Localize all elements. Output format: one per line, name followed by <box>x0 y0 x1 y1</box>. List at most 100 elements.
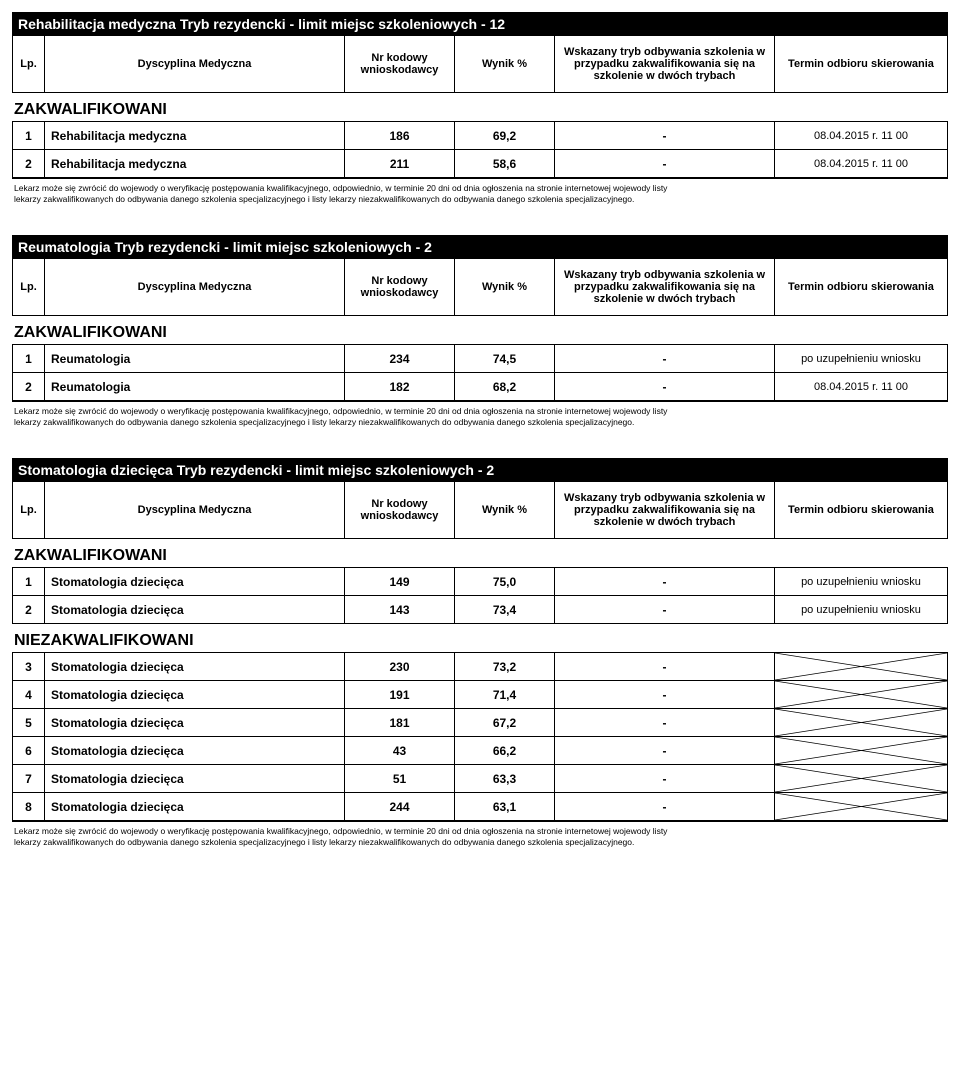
table-row: 2Rehabilitacja medyczna21158,6-08.04.201… <box>13 150 948 178</box>
cell-discipline: Reumatologia <box>45 345 345 373</box>
cell-lp: 5 <box>13 709 45 737</box>
cell-result: 73,4 <box>455 596 555 624</box>
section: Rehabilitacja medyczna Tryb rezydencki -… <box>12 12 948 209</box>
column-headers: Lp.Dyscyplina MedycznaNr kodowy wnioskod… <box>12 482 948 539</box>
footnote-line: lekarzy zakwalifikowanych do odbywania d… <box>14 837 946 848</box>
cell-code: 149 <box>345 568 455 596</box>
cell-deadline: 08.04.2015 r. 11 00 <box>775 150 948 178</box>
cell-deadline: po uzupełnieniu wniosku <box>775 596 948 624</box>
col-code: Nr kodowy wnioskodawcy <box>345 36 455 93</box>
cell-mode: - <box>555 150 775 178</box>
cell-lp: 1 <box>13 122 45 150</box>
cell-result: 68,2 <box>455 373 555 401</box>
cell-discipline: Stomatologia dziecięca <box>45 765 345 793</box>
table-row: 2Reumatologia18268,2-08.04.2015 r. 11 00 <box>13 373 948 401</box>
cell-code: 51 <box>345 765 455 793</box>
cell-code: 244 <box>345 793 455 821</box>
table-row: 1Reumatologia23474,5-po uzupełnieniu wni… <box>13 345 948 373</box>
col-result: Wynik % <box>455 36 555 93</box>
section-title: Stomatologia dziecięca Tryb rezydencki -… <box>12 458 948 482</box>
cell-lp: 4 <box>13 681 45 709</box>
data-table: 1Rehabilitacja medyczna18669,2-08.04.201… <box>12 121 948 178</box>
col-mode: Wskazany tryb odbywania szkolenia w przy… <box>555 259 775 316</box>
cell-mode: - <box>555 596 775 624</box>
cell-mode: - <box>555 709 775 737</box>
cell-mode: - <box>555 653 775 681</box>
col-mode: Wskazany tryb odbywania szkolenia w przy… <box>555 36 775 93</box>
data-table: 1Reumatologia23474,5-po uzupełnieniu wni… <box>12 344 948 401</box>
cell-mode: - <box>555 122 775 150</box>
col-lp: Lp. <box>13 259 45 316</box>
col-discipline: Dyscyplina Medyczna <box>45 259 345 316</box>
table-row: 7Stomatologia dziecięca5163,3- <box>13 765 948 793</box>
footnote-line: Lekarz może się zwrócić do wojewody o we… <box>14 826 946 837</box>
cell-code: 230 <box>345 653 455 681</box>
not-qualified-heading: NIEZAKWALIFIKOWANI <box>12 624 948 652</box>
col-lp: Lp. <box>13 482 45 539</box>
footnote-line: lekarzy zakwalifikowanych do odbywania d… <box>14 417 946 428</box>
cell-code: 191 <box>345 681 455 709</box>
footnote: Lekarz może się zwrócić do wojewody o we… <box>12 401 948 432</box>
section-title: Reumatologia Tryb rezydencki - limit mie… <box>12 235 948 259</box>
table-row: 6Stomatologia dziecięca4366,2- <box>13 737 948 765</box>
col-mode: Wskazany tryb odbywania szkolenia w przy… <box>555 482 775 539</box>
cell-deadline: 08.04.2015 r. 11 00 <box>775 373 948 401</box>
col-discipline: Dyscyplina Medyczna <box>45 482 345 539</box>
col-deadline: Termin odbioru skierowania <box>775 482 948 539</box>
cell-mode: - <box>555 765 775 793</box>
cell-discipline: Stomatologia dziecięca <box>45 653 345 681</box>
col-result: Wynik % <box>455 482 555 539</box>
cell-code: 186 <box>345 122 455 150</box>
footnote-line: Lekarz może się zwrócić do wojewody o we… <box>14 406 946 417</box>
crossed-cell <box>775 681 948 709</box>
cell-discipline: Stomatologia dziecięca <box>45 737 345 765</box>
cell-discipline: Rehabilitacja medyczna <box>45 150 345 178</box>
footnote-line: lekarzy zakwalifikowanych do odbywania d… <box>14 194 946 205</box>
section: Reumatologia Tryb rezydencki - limit mie… <box>12 235 948 432</box>
cell-result: 66,2 <box>455 737 555 765</box>
cell-mode: - <box>555 681 775 709</box>
cell-lp: 6 <box>13 737 45 765</box>
cell-discipline: Stomatologia dziecięca <box>45 709 345 737</box>
cell-lp: 2 <box>13 596 45 624</box>
cell-result: 63,1 <box>455 793 555 821</box>
cell-mode: - <box>555 345 775 373</box>
cell-discipline: Stomatologia dziecięca <box>45 596 345 624</box>
col-deadline: Termin odbioru skierowania <box>775 36 948 93</box>
cell-lp: 1 <box>13 568 45 596</box>
crossed-cell <box>775 709 948 737</box>
cell-result: 73,2 <box>455 653 555 681</box>
cell-mode: - <box>555 737 775 765</box>
cell-discipline: Rehabilitacja medyczna <box>45 122 345 150</box>
cell-mode: - <box>555 793 775 821</box>
qualified-heading: ZAKWALIFIKOWANI <box>12 539 948 567</box>
data-table: 1Stomatologia dziecięca14975,0-po uzupeł… <box>12 567 948 624</box>
crossed-cell <box>775 737 948 765</box>
table-row: 5Stomatologia dziecięca18167,2- <box>13 709 948 737</box>
cell-deadline: po uzupełnieniu wniosku <box>775 345 948 373</box>
cell-result: 71,4 <box>455 681 555 709</box>
col-code: Nr kodowy wnioskodawcy <box>345 259 455 316</box>
cell-discipline: Stomatologia dziecięca <box>45 568 345 596</box>
cell-lp: 7 <box>13 765 45 793</box>
cell-code: 43 <box>345 737 455 765</box>
col-code: Nr kodowy wnioskodawcy <box>345 482 455 539</box>
column-headers: Lp.Dyscyplina MedycznaNr kodowy wnioskod… <box>12 259 948 316</box>
column-headers: Lp.Dyscyplina MedycznaNr kodowy wnioskod… <box>12 36 948 93</box>
qualified-heading: ZAKWALIFIKOWANI <box>12 93 948 121</box>
table-row: 3Stomatologia dziecięca23073,2- <box>13 653 948 681</box>
table-row: 8Stomatologia dziecięca24463,1- <box>13 793 948 821</box>
cell-deadline: 08.04.2015 r. 11 00 <box>775 122 948 150</box>
cell-discipline: Stomatologia dziecięca <box>45 793 345 821</box>
cell-lp: 2 <box>13 150 45 178</box>
cell-result: 69,2 <box>455 122 555 150</box>
footnote: Lekarz może się zwrócić do wojewody o we… <box>12 821 948 852</box>
cell-code: 211 <box>345 150 455 178</box>
section: Stomatologia dziecięca Tryb rezydencki -… <box>12 458 948 852</box>
table-row: 1Rehabilitacja medyczna18669,2-08.04.201… <box>13 122 948 150</box>
cell-lp: 8 <box>13 793 45 821</box>
cell-deadline: po uzupełnieniu wniosku <box>775 568 948 596</box>
cell-mode: - <box>555 568 775 596</box>
cell-result: 63,3 <box>455 765 555 793</box>
cell-mode: - <box>555 373 775 401</box>
